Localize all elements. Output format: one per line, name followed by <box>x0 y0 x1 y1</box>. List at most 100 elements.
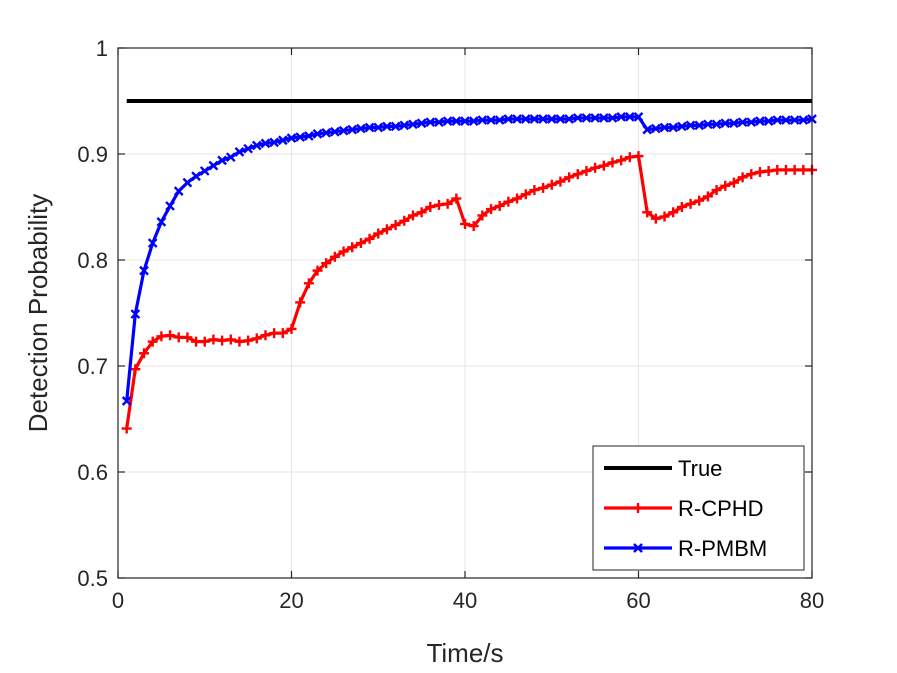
data-point-r-cphd <box>477 210 488 221</box>
data-point-r-pmbm <box>737 117 748 128</box>
data-point-r-cphd <box>529 185 540 196</box>
data-point-r-cphd <box>694 195 705 206</box>
data-point-r-cphd <box>191 336 202 347</box>
data-point-r-pmbm <box>165 201 175 211</box>
data-point-r-pmbm <box>364 122 375 133</box>
data-point-r-cphd <box>416 207 427 218</box>
data-point-r-pmbm <box>581 113 592 123</box>
data-point-r-pmbm <box>269 137 279 148</box>
data-point-r-pmbm <box>598 113 609 123</box>
data-point-r-cphd <box>234 336 245 347</box>
data-point-r-cphd <box>243 335 254 346</box>
y-tick-label: 0.5 <box>77 566 108 591</box>
data-point-r-pmbm <box>755 116 765 126</box>
data-point-r-cphd <box>173 332 184 343</box>
data-point-r-pmbm <box>356 123 366 134</box>
data-point-r-pmbm <box>321 127 332 138</box>
data-point-r-cphd <box>633 151 644 162</box>
data-point-r-cphd <box>156 331 167 342</box>
data-point-r-pmbm <box>746 117 757 128</box>
data-point-r-pmbm <box>286 133 297 143</box>
data-point-r-cphd <box>364 233 375 244</box>
data-point-r-cphd <box>780 164 791 175</box>
data-point-r-cphd <box>763 165 774 176</box>
data-point-r-pmbm <box>156 216 167 227</box>
x-tick-label: 60 <box>626 588 650 613</box>
data-point-r-cphd <box>685 198 696 209</box>
data-point-r-cphd <box>728 177 739 188</box>
data-point-r-cphd <box>789 164 800 175</box>
data-point-r-cphd <box>590 162 601 173</box>
data-point-r-cphd <box>277 328 288 339</box>
data-point-r-cphd <box>460 218 470 229</box>
data-point-r-cphd <box>624 152 635 163</box>
data-point-r-cphd <box>390 220 401 231</box>
legend-sample-r-cphd <box>604 503 672 513</box>
data-point-r-pmbm <box>694 120 705 131</box>
data-point-r-pmbm <box>382 121 392 132</box>
data-point-r-cphd <box>286 323 297 334</box>
data-point-r-pmbm <box>425 117 436 128</box>
data-point-r-pmbm <box>642 124 653 135</box>
x-axis-title: Time/s <box>426 638 503 668</box>
data-point-r-pmbm <box>659 122 670 133</box>
data-point-r-pmbm <box>217 155 227 166</box>
data-point-r-pmbm <box>486 115 496 125</box>
data-point-r-pmbm <box>199 166 210 176</box>
data-point-r-pmbm <box>243 143 253 154</box>
data-point-r-pmbm <box>781 115 791 125</box>
data-point-r-pmbm <box>564 114 574 124</box>
data-point-r-pmbm <box>503 114 514 124</box>
data-point-r-pmbm <box>607 113 618 123</box>
data-point-r-pmbm <box>668 122 679 133</box>
data-point-r-pmbm <box>616 112 626 122</box>
data-point-r-pmbm <box>434 117 444 128</box>
data-point-r-pmbm <box>399 120 410 131</box>
data-point-r-cphd <box>702 191 713 202</box>
data-point-r-pmbm <box>572 113 583 123</box>
data-point-r-cphd <box>737 172 748 183</box>
data-point-r-cphd <box>182 332 193 343</box>
data-point-r-pmbm <box>720 118 731 129</box>
data-point-r-cphd <box>269 328 280 339</box>
data-point-r-cphd <box>494 200 505 211</box>
data-point-r-cphd <box>607 157 618 168</box>
data-point-r-pmbm <box>338 125 349 136</box>
data-point-r-cphd <box>711 185 722 196</box>
y-tick-label: 0.8 <box>77 248 108 273</box>
data-point-r-pmbm <box>347 124 358 135</box>
legend-sample-r-pmbm <box>604 543 672 553</box>
data-point-r-pmbm <box>312 129 323 139</box>
data-point-r-cphd <box>555 176 566 187</box>
series-layer <box>121 99 817 434</box>
data-point-r-cphd <box>303 278 314 289</box>
data-point-r-cphd <box>208 334 219 345</box>
data-point-r-cphd <box>407 210 418 221</box>
data-point-r-cphd <box>199 336 210 347</box>
data-point-r-pmbm <box>330 126 340 137</box>
y-tick-label: 0.7 <box>77 354 108 379</box>
legend-label-true: True <box>678 456 722 481</box>
data-point-r-cphd <box>746 169 757 180</box>
data-point-r-cphd <box>321 258 332 269</box>
data-point-r-cphd <box>130 364 141 375</box>
data-point-r-cphd <box>217 335 228 346</box>
data-point-r-cphd <box>399 215 410 226</box>
data-point-r-pmbm <box>277 135 288 146</box>
data-point-r-cphd <box>147 336 158 347</box>
data-point-r-cphd <box>338 246 349 257</box>
y-tick-label: 1 <box>96 36 108 61</box>
data-point-r-cphd <box>650 213 661 224</box>
data-point-r-pmbm <box>373 122 384 133</box>
data-point-r-cphd <box>486 204 497 215</box>
data-point-r-cphd <box>546 179 557 190</box>
data-point-r-cphd <box>312 265 323 276</box>
data-point-r-cphd <box>381 224 392 235</box>
data-point-r-pmbm <box>555 114 566 124</box>
data-point-r-pmbm <box>147 238 158 248</box>
data-point-r-pmbm <box>234 147 245 157</box>
legend-label-r-pmbm: R-PMBM <box>678 536 767 561</box>
data-point-r-pmbm <box>546 114 557 124</box>
data-point-r-pmbm <box>711 119 722 130</box>
data-point-r-cphd <box>442 198 453 209</box>
